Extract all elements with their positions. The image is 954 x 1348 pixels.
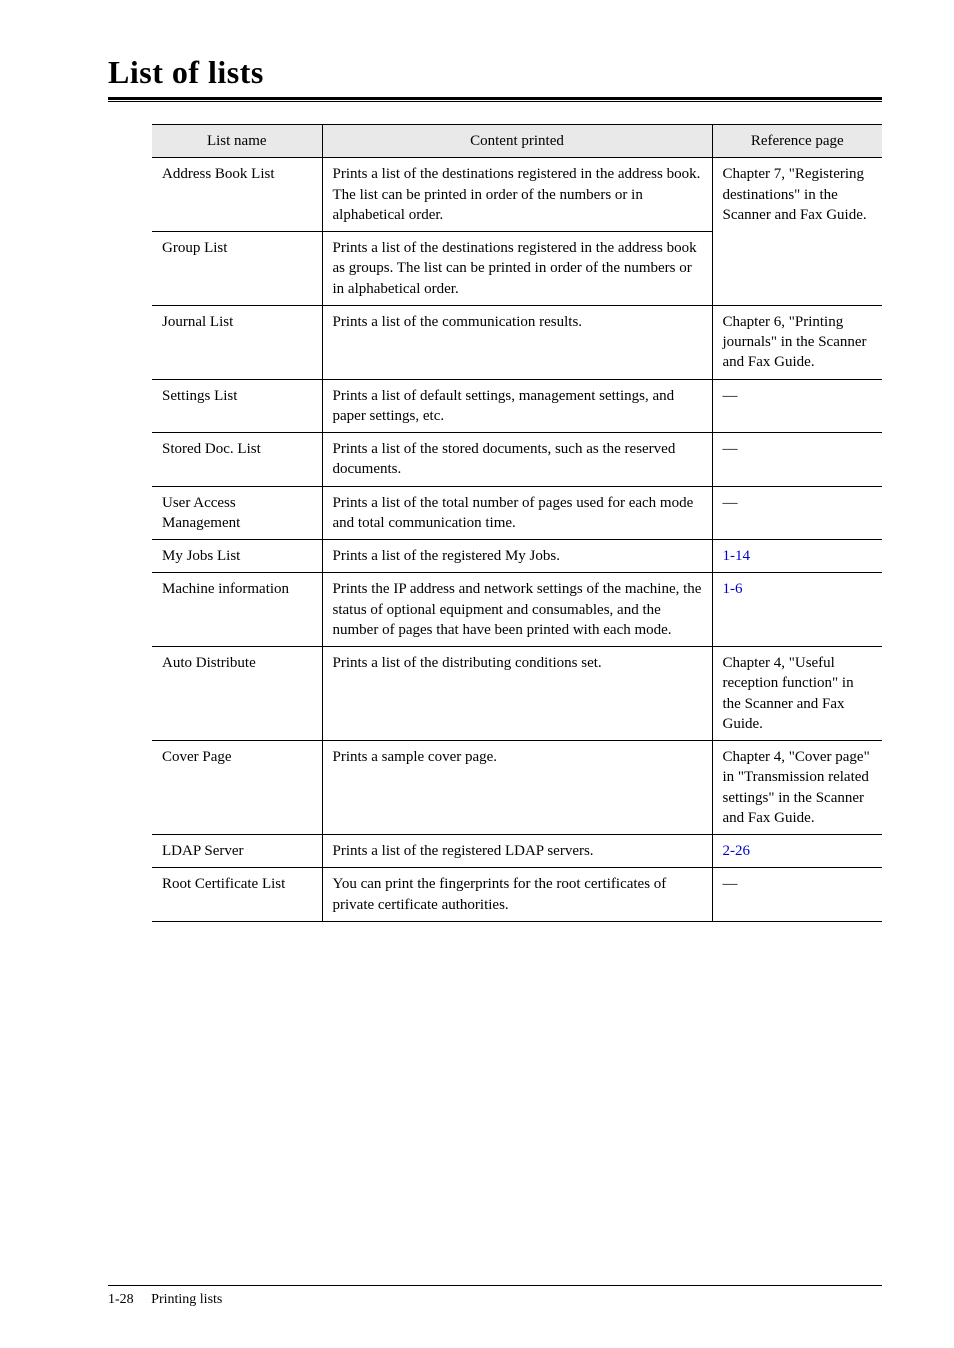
cell-reference: 1-6 — [712, 573, 882, 647]
cell-reference: Chapter 4, "Useful reception function" i… — [712, 647, 882, 741]
table-row: Cover PagePrints a sample cover page.Cha… — [152, 741, 882, 835]
cell-list-name: Stored Doc. List — [152, 433, 322, 487]
cell-content: Prints a list of the destinations regist… — [322, 232, 712, 306]
cell-reference: 1-14 — [712, 540, 882, 573]
table-row: LDAP ServerPrints a list of the register… — [152, 835, 882, 868]
lists-table: List name Content printed Reference page… — [152, 124, 882, 922]
table-row: Settings ListPrints a list of default se… — [152, 379, 882, 433]
cell-content: Prints a list of the registered LDAP ser… — [322, 835, 712, 868]
cell-reference: 2-26 — [712, 835, 882, 868]
title-rule-thin — [108, 101, 882, 102]
page-footer: 1-28 Printing lists — [108, 1285, 882, 1308]
footer-rule — [108, 1285, 882, 1286]
footer-page-number: 1-28 — [108, 1292, 134, 1307]
header-list-name: List name — [152, 125, 322, 158]
table-row: Stored Doc. ListPrints a list of the sto… — [152, 433, 882, 487]
table-row: Journal ListPrints a list of the communi… — [152, 305, 882, 379]
cell-reference: — — [712, 433, 882, 487]
cell-list-name: Machine information — [152, 573, 322, 647]
reference-link[interactable]: 1-6 — [723, 581, 743, 597]
cell-content: Prints a list of default settings, manag… — [322, 379, 712, 433]
cell-list-name: Settings List — [152, 379, 322, 433]
cell-content: Prints a list of the destinations regist… — [322, 158, 712, 232]
table-row: Root Certificate ListYou can print the f… — [152, 868, 882, 922]
cell-content: Prints the IP address and network settin… — [322, 573, 712, 647]
cell-content: Prints a list of the distributing condit… — [322, 647, 712, 741]
table-row: Machine informationPrints the IP address… — [152, 573, 882, 647]
reference-link[interactable]: 2-26 — [723, 843, 751, 859]
cell-reference: — — [712, 868, 882, 922]
reference-link[interactable]: 1-14 — [723, 548, 751, 564]
cell-content: Prints a list of the registered My Jobs. — [322, 540, 712, 573]
table-row: Auto DistributePrints a list of the dist… — [152, 647, 882, 741]
cell-reference: Chapter 7, "Registering destinations" in… — [712, 158, 882, 306]
cell-list-name: Root Certificate List — [152, 868, 322, 922]
cell-list-name: Auto Distribute — [152, 647, 322, 741]
cell-list-name: LDAP Server — [152, 835, 322, 868]
cell-list-name: Cover Page — [152, 741, 322, 835]
footer-section-label: Printing lists — [151, 1292, 222, 1307]
cell-content: Prints a list of the stored documents, s… — [322, 433, 712, 487]
cell-list-name: User Access Management — [152, 486, 322, 540]
cell-reference: Chapter 6, "Printing journals" in the Sc… — [712, 305, 882, 379]
cell-reference: — — [712, 379, 882, 433]
table-row: Address Book ListPrints a list of the de… — [152, 158, 882, 232]
header-content-printed: Content printed — [322, 125, 712, 158]
cell-content: You can print the fingerprints for the r… — [322, 868, 712, 922]
page-title: List of lists — [108, 54, 882, 91]
cell-content: Prints a list of the total number of pag… — [322, 486, 712, 540]
title-rule-thick — [108, 97, 882, 100]
table-row: My Jobs ListPrints a list of the registe… — [152, 540, 882, 573]
cell-list-name: Journal List — [152, 305, 322, 379]
cell-list-name: Group List — [152, 232, 322, 306]
cell-list-name: Address Book List — [152, 158, 322, 232]
cell-reference: — — [712, 486, 882, 540]
cell-list-name: My Jobs List — [152, 540, 322, 573]
cell-reference: Chapter 4, "Cover page" in "Transmission… — [712, 741, 882, 835]
table-row: User Access ManagementPrints a list of t… — [152, 486, 882, 540]
cell-content: Prints a list of the communication resul… — [322, 305, 712, 379]
cell-content: Prints a sample cover page. — [322, 741, 712, 835]
header-reference-page: Reference page — [712, 125, 882, 158]
